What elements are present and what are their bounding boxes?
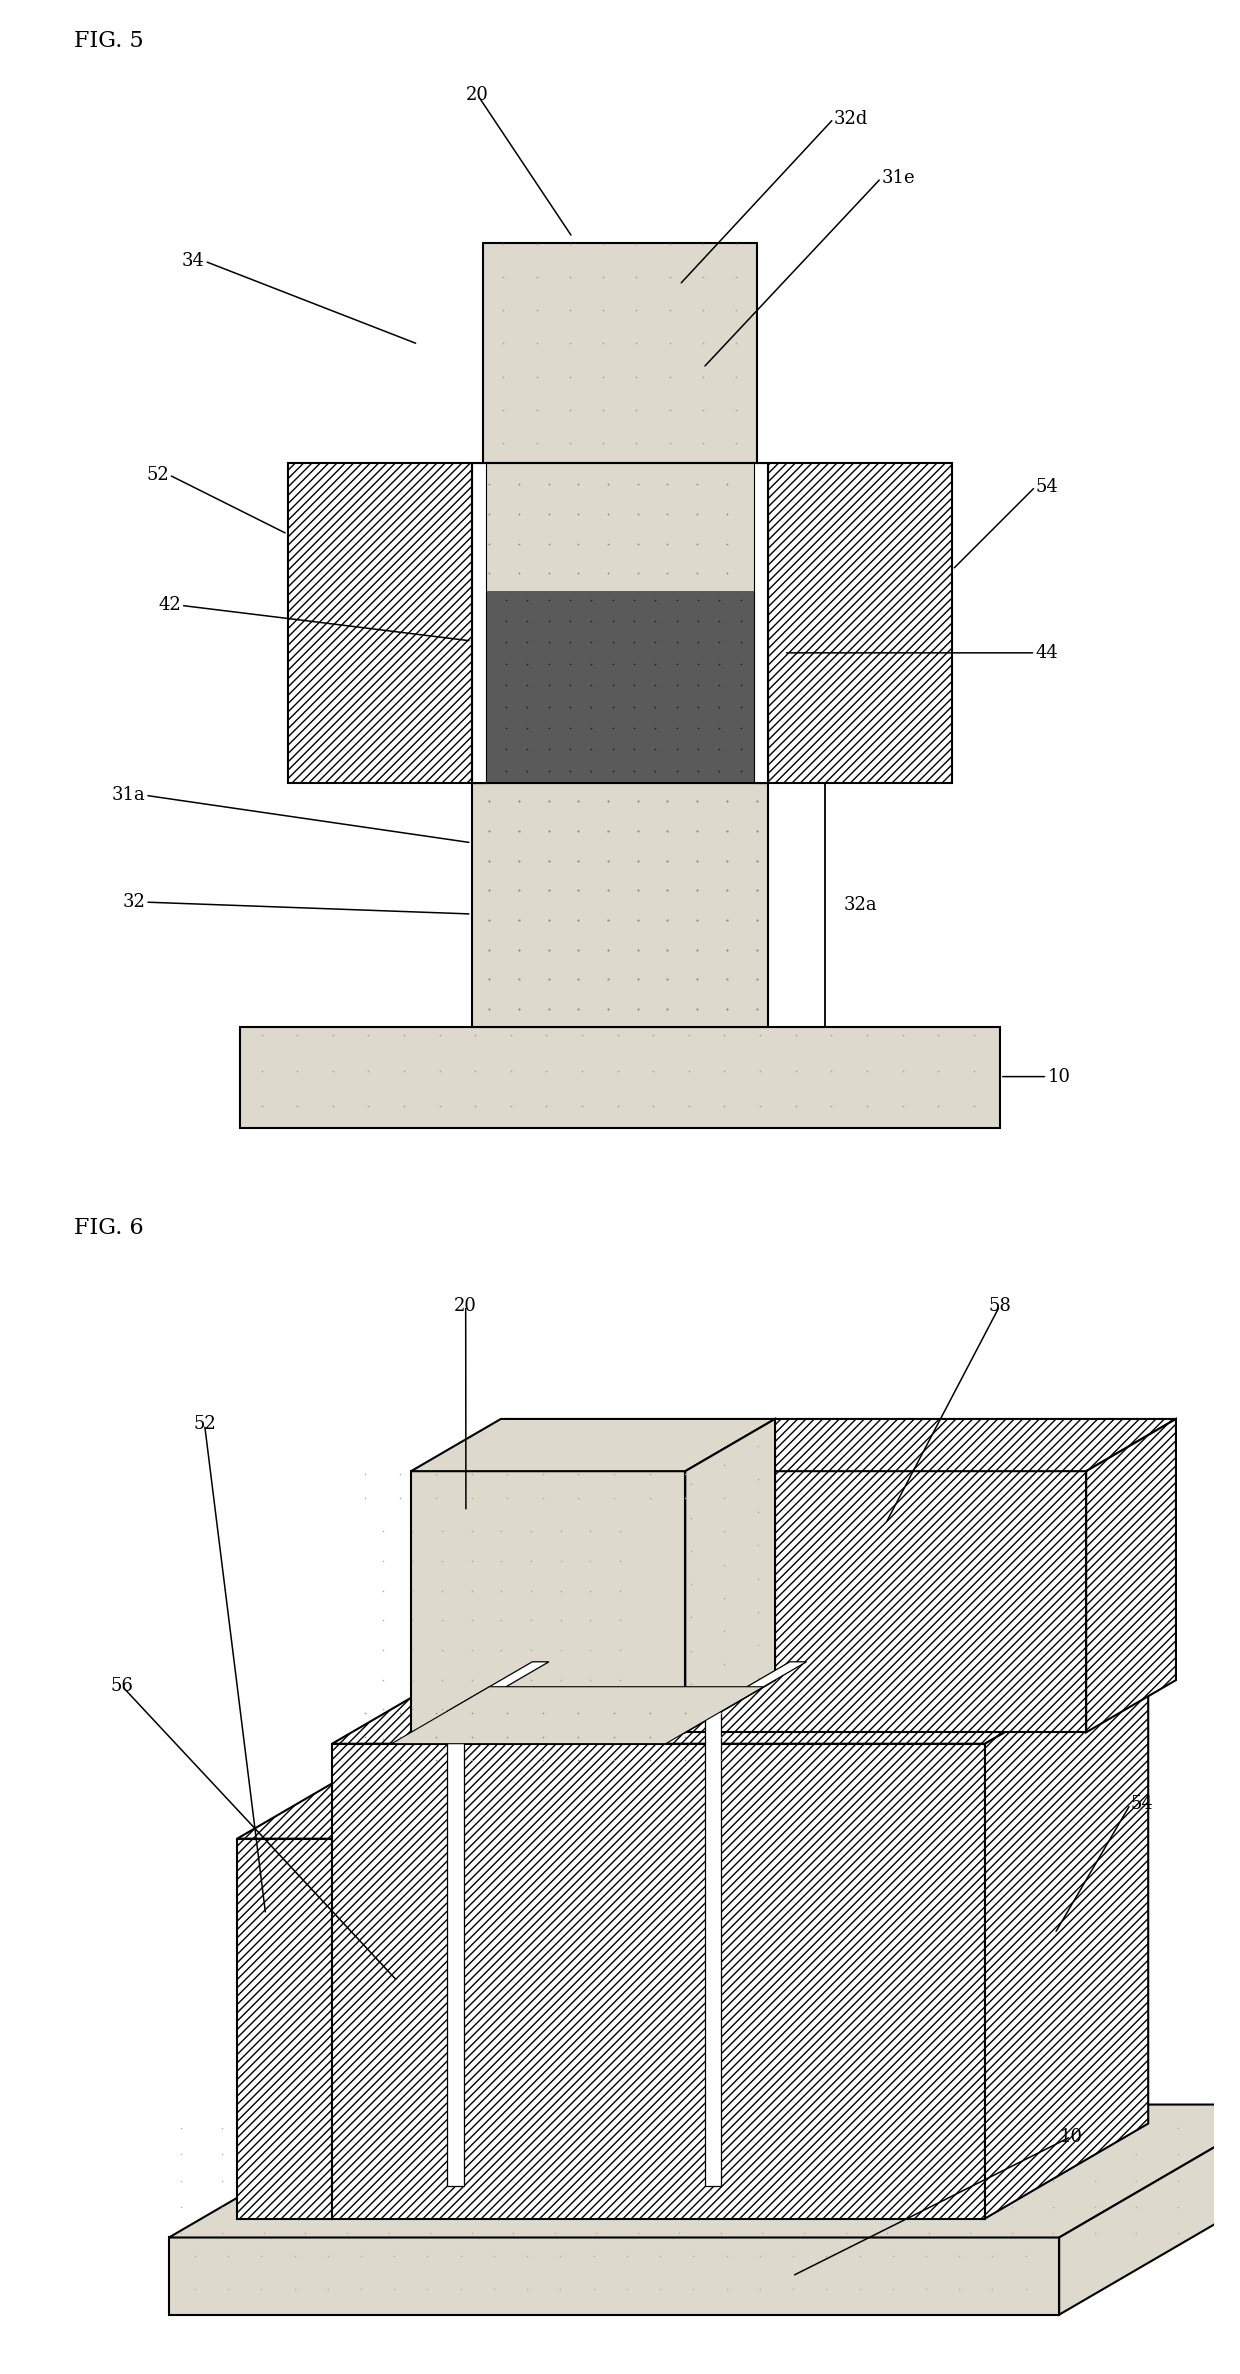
Polygon shape	[704, 1712, 722, 2186]
Bar	[241, 1028, 999, 1128]
Polygon shape	[412, 1420, 775, 1472]
Bar	[288, 463, 471, 783]
Text: 32a: 32a	[843, 895, 877, 914]
Text: 42: 42	[157, 596, 181, 615]
Polygon shape	[1059, 2103, 1240, 2315]
Text: 20: 20	[466, 85, 489, 104]
Text: 31e: 31e	[882, 169, 915, 188]
Text: FIG. 5: FIG. 5	[74, 31, 144, 52]
Polygon shape	[686, 1420, 775, 1733]
Text: 32: 32	[123, 893, 145, 912]
Bar	[484, 245, 756, 463]
Text: 54: 54	[1131, 1795, 1153, 1814]
Polygon shape	[686, 1420, 1176, 1472]
Text: 56: 56	[110, 1676, 133, 1695]
Polygon shape	[446, 1662, 549, 1712]
Text: 20: 20	[454, 1296, 477, 1315]
Polygon shape	[446, 1712, 464, 2186]
Text: 10: 10	[1048, 1068, 1070, 1085]
Polygon shape	[237, 1837, 332, 2217]
Bar	[471, 591, 769, 783]
Text: 10: 10	[1059, 2127, 1083, 2146]
Bar	[754, 463, 769, 783]
Text: FIG. 6: FIG. 6	[74, 1215, 144, 1239]
Polygon shape	[412, 1472, 686, 1733]
Polygon shape	[332, 1648, 1148, 1743]
Text: 31a: 31a	[112, 786, 145, 805]
Text: 52: 52	[193, 1415, 216, 1434]
Text: 34: 34	[182, 252, 205, 271]
Text: 58: 58	[988, 1296, 1012, 1315]
Text: 52: 52	[146, 465, 169, 484]
Text: 32d: 32d	[833, 109, 868, 128]
Polygon shape	[169, 2103, 1240, 2236]
Polygon shape	[1086, 1420, 1176, 1733]
Polygon shape	[985, 1648, 1148, 2217]
Polygon shape	[392, 1686, 764, 1743]
Polygon shape	[704, 1662, 806, 1712]
Bar	[471, 463, 769, 783]
Text: 44: 44	[1035, 643, 1058, 662]
Bar	[769, 463, 952, 783]
Polygon shape	[332, 1743, 495, 2217]
Polygon shape	[169, 2236, 1059, 2315]
Polygon shape	[686, 1472, 1086, 1733]
Polygon shape	[332, 1743, 985, 2217]
Bar	[471, 783, 769, 1028]
Bar	[471, 463, 769, 591]
Bar	[471, 463, 486, 783]
Text: 54: 54	[1035, 477, 1058, 496]
Polygon shape	[237, 1743, 495, 1837]
